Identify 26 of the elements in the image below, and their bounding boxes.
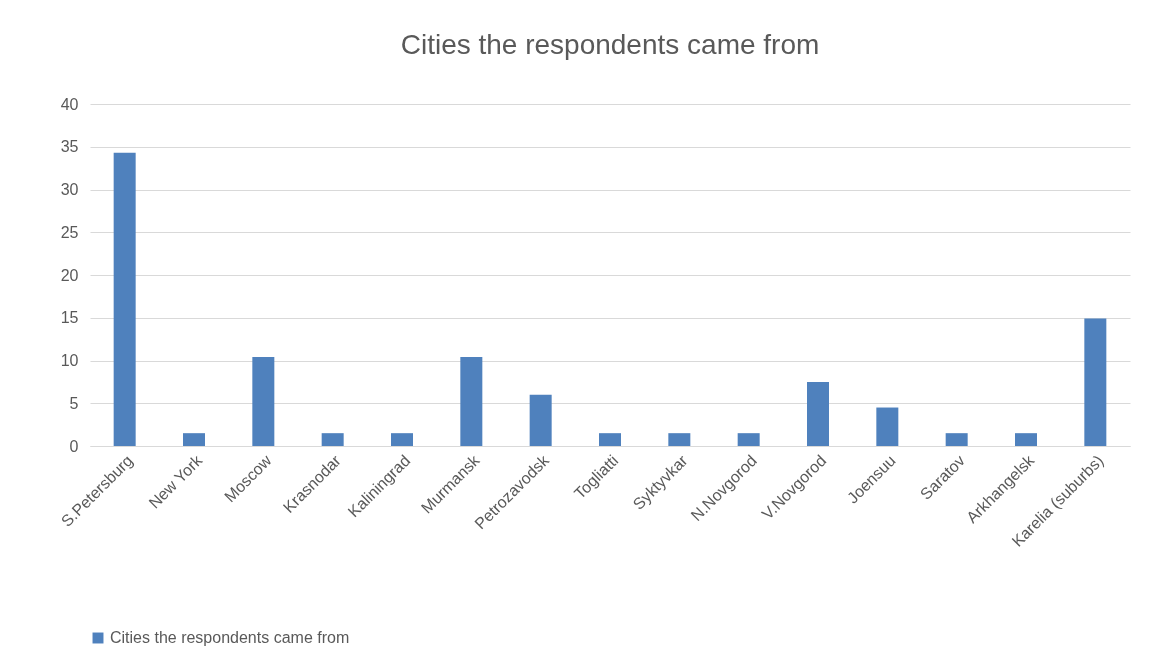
y-tick-label: 10 bbox=[60, 352, 79, 369]
bar bbox=[529, 394, 552, 446]
y-tick-label: 35 bbox=[60, 138, 79, 156]
y-tick-label: 20 bbox=[60, 266, 79, 284]
y-tick-label: 0 bbox=[69, 437, 79, 455]
y-tick-label: 30 bbox=[60, 181, 79, 198]
bar bbox=[807, 381, 829, 446]
bar bbox=[668, 433, 691, 446]
bar bbox=[321, 433, 344, 446]
chart-title: Cities the respondents came from bbox=[400, 29, 820, 60]
bar bbox=[945, 433, 968, 446]
bar bbox=[183, 433, 205, 446]
y-tick-label: 25 bbox=[60, 223, 79, 241]
bar bbox=[1015, 433, 1037, 446]
y-tick-label: 40 bbox=[60, 95, 79, 113]
bar bbox=[1084, 318, 1107, 446]
bar bbox=[113, 152, 136, 446]
bar bbox=[876, 407, 899, 446]
bar bbox=[599, 433, 621, 446]
y-tick-label: 15 bbox=[60, 309, 79, 327]
bar bbox=[252, 357, 275, 446]
bar bbox=[737, 433, 760, 446]
bar bbox=[460, 357, 483, 446]
y-tick-label: 5 bbox=[69, 394, 79, 412]
bar bbox=[391, 433, 413, 446]
legend-label: Cities the respondents came from bbox=[110, 629, 350, 646]
